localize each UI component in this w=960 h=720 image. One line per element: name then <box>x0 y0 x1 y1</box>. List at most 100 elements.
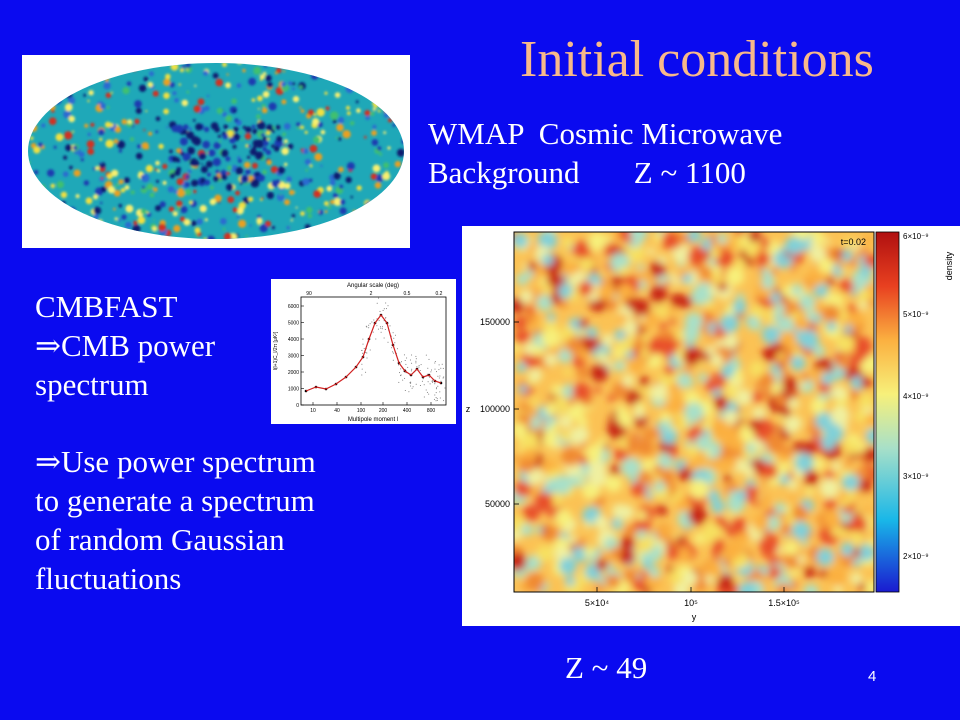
cmb-fluctuation <box>256 217 263 225</box>
density-fluctuation <box>535 525 543 534</box>
cmb-fluctuation <box>265 149 272 155</box>
scatter-point <box>411 362 413 364</box>
cmb-fluctuation <box>99 55 101 57</box>
density-fluctuation <box>821 372 834 385</box>
cmb-fluctuation <box>196 218 203 225</box>
density-fluctuation <box>709 248 721 259</box>
cmb-fluctuation <box>345 84 354 94</box>
density-fluctuation <box>530 397 540 406</box>
cmb-fluctuation <box>272 63 281 66</box>
density-fluctuation <box>661 232 679 250</box>
density-fluctuation <box>717 573 735 591</box>
scatter-point <box>381 326 383 328</box>
density-fluctuation <box>639 314 646 322</box>
cmb-fluctuation <box>264 63 269 65</box>
cmb-fluctuation <box>271 226 275 230</box>
cmb-fluctuation <box>390 221 399 229</box>
cmb-fluctuation <box>132 66 137 72</box>
scatter-point <box>392 352 394 354</box>
cmb-fluctuation <box>253 66 262 75</box>
scatter-point <box>400 368 402 370</box>
redshift-label: Z ~ 49 <box>565 650 648 685</box>
density-fluctuation <box>734 258 746 270</box>
scatter-point <box>431 369 432 371</box>
density-fluctuation <box>847 304 857 313</box>
density-fluctuation <box>719 553 726 560</box>
density-fluctuation <box>627 357 644 374</box>
density-fluctuation <box>807 268 825 287</box>
cmb-fluctuation <box>267 137 270 141</box>
density-fluctuation <box>707 489 720 502</box>
cmb-fluctuation <box>40 184 46 190</box>
cmb-cold-spot <box>222 133 229 140</box>
cmb-cold-spot <box>229 137 236 144</box>
cmb-fluctuation <box>72 130 75 133</box>
cmb-fluctuation <box>121 214 127 220</box>
density-fluctuation <box>612 347 623 359</box>
density-fluctuation <box>643 428 656 440</box>
cmb-fluctuation <box>291 214 296 218</box>
scatter-point <box>361 368 363 370</box>
density-fluctuation <box>672 418 680 426</box>
density-fluctuation <box>670 443 677 450</box>
scatter-point <box>383 337 385 339</box>
cmb-fluctuation <box>373 207 376 210</box>
scatter-point <box>375 338 377 340</box>
cmb-cold-spot <box>243 176 248 181</box>
density-fluctuation <box>789 263 797 272</box>
density-fluctuation <box>649 285 668 303</box>
density-fluctuation <box>801 441 816 456</box>
cmb-fluctuation <box>382 197 389 204</box>
density-fluctuation <box>705 560 723 578</box>
density-fluctuation <box>514 454 518 462</box>
density-fluctuation <box>682 346 702 366</box>
cmb-fluctuation <box>324 201 329 206</box>
field-y-tick-label: 150000 <box>480 317 510 327</box>
cmb-fluctuation <box>64 131 73 140</box>
density-fluctuation <box>761 462 778 479</box>
density-fluctuation <box>595 558 608 571</box>
cmb-fluctuation <box>396 148 404 157</box>
density-fluctuation <box>678 467 693 482</box>
scatter-point <box>437 385 439 387</box>
cmb-fluctuation <box>309 164 313 168</box>
density-fluctuation <box>830 527 840 537</box>
y-tick-label: 2000 <box>288 370 299 376</box>
cmb-fluctuation <box>324 210 328 214</box>
theory-curve <box>305 314 442 392</box>
scatter-point <box>425 389 427 391</box>
cmb-fluctuation <box>168 206 175 212</box>
cmb-fluctuation <box>264 220 272 227</box>
density-fluctuation <box>684 312 703 331</box>
cmb-fluctuation <box>85 197 93 205</box>
scatter-point <box>425 354 427 356</box>
density-fluctuation <box>723 474 732 483</box>
density-fluctuation <box>541 328 561 348</box>
cmb-fluctuation <box>320 74 324 78</box>
cmb-fluctuation <box>141 186 145 189</box>
density-fluctuation <box>833 585 843 592</box>
density-fluctuation <box>711 499 725 514</box>
cmb-power-spectrum-plot: Angular scale (deg) 90 2 0.5 0.2 6000 5000 40… <box>271 279 456 424</box>
cmb-fluctuation <box>339 184 344 189</box>
cmb-fluctuation <box>183 218 191 226</box>
cmb-fluctuation <box>261 197 264 200</box>
density-fluctuation <box>641 559 652 570</box>
cmb-fluctuation <box>141 142 149 150</box>
cmb-fluctuation <box>356 108 361 113</box>
scatter-point <box>409 359 411 361</box>
density-fluctuation <box>654 481 666 493</box>
cmb-fluctuation <box>338 227 346 235</box>
density-fluctuation <box>684 366 692 374</box>
density-fluctuation <box>848 389 861 401</box>
density-fluctuation <box>787 472 795 479</box>
density-fluctuation <box>520 431 539 451</box>
cmb-fluctuation <box>259 74 265 80</box>
cmb-fluctuation <box>103 63 109 65</box>
density-fluctuation <box>565 336 583 354</box>
density-fluctuation <box>858 479 872 493</box>
density-fluctuation <box>839 263 846 270</box>
scatter-point <box>376 325 378 327</box>
cmb-fluctuation <box>134 246 136 248</box>
wmap-sky-map <box>28 55 404 248</box>
